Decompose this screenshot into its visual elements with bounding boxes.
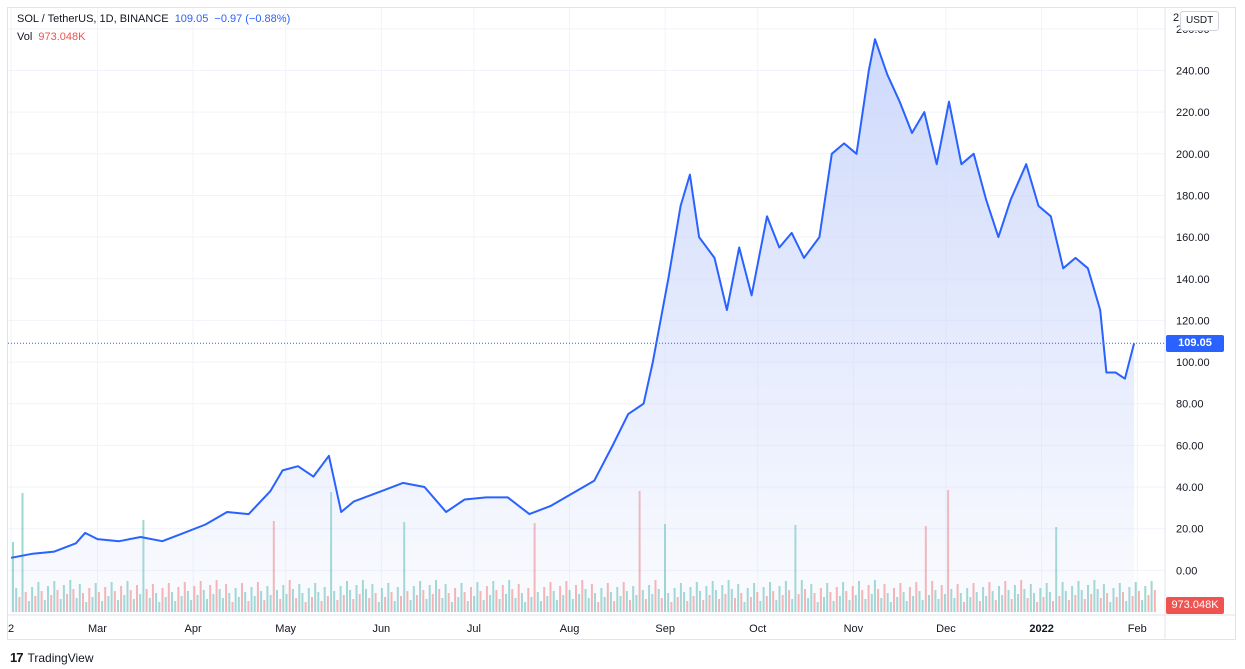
x-tick-label: Jul (467, 623, 481, 635)
volume-bar (1134, 582, 1137, 612)
y-tick-label: 160.00 (1176, 232, 1210, 244)
x-tick-label: Jun (372, 623, 390, 635)
y-tick-label: 240.00 (1176, 65, 1210, 77)
y-tick-label: 60.00 (1176, 440, 1204, 452)
price-area (11, 39, 1135, 612)
volume-legend[interactable]: Vol 973.048K (17, 31, 88, 43)
volume-bar (1147, 595, 1150, 612)
footer-brand[interactable]: 17 TradingView (10, 650, 94, 665)
volume-bar (1153, 590, 1156, 612)
x-tick-label: Apr (185, 623, 202, 635)
x-tick-label: May (275, 623, 296, 635)
symbol-title[interactable]: SOL / TetherUS, 1D, BINANCE (17, 13, 169, 25)
x-tick-label: Mar (88, 623, 107, 635)
brand-name: TradingView (27, 650, 94, 665)
volume-bar (1150, 581, 1153, 612)
price-area-fill (11, 39, 1135, 612)
volume-bar (1144, 586, 1147, 612)
volume-value: 973.048K (38, 31, 86, 43)
price-axis-top-label: 2 (1173, 12, 1180, 24)
x-tick-label: Oct (749, 623, 766, 635)
x-tick-label: Dec (936, 623, 956, 635)
time-axis[interactable]: 2 Mar Apr May Jun Jul Aug Sep Oct Nov Dec 2022 Feb (8, 614, 1236, 635)
volume-bar (1137, 591, 1140, 612)
y-tick-label: 120.00 (1176, 315, 1210, 327)
last-price-value: 109.05 (174, 13, 209, 25)
y-tick-label: 0.00 (1176, 565, 1197, 577)
tradingview-logo-icon: 17 (10, 650, 24, 665)
x-tick-label: Feb (1128, 623, 1147, 635)
price-change-value: −0.97 (−0.88%) (214, 13, 291, 25)
volume-label: Vol (17, 31, 33, 43)
x-tick-label: Aug (560, 623, 580, 635)
y-tick-label: 20.00 (1176, 524, 1204, 536)
volume-bar (1141, 600, 1144, 612)
symbol-legend[interactable]: SOL / TetherUS, 1D, BINANCE 109.05 −0.97… (17, 13, 293, 25)
volume-bar (21, 493, 24, 612)
x-tick-label: 2022 (1029, 623, 1053, 635)
price-axis[interactable]: 2 60.00 240.00 220.00 200.00 180.00 160.00 140.… (1164, 8, 1210, 640)
y-tick-label: 220.00 (1176, 107, 1210, 119)
y-tick-label: 100.00 (1176, 357, 1210, 369)
y-tick-label: 200.00 (1176, 149, 1210, 161)
volume-badge: 973.048K (1166, 597, 1224, 614)
price-line (10, 38, 1136, 559)
last-price-badge: 109.05 (1166, 335, 1224, 353)
x-tick-label: Nov (844, 623, 864, 635)
x-tick-label: Sep (655, 623, 675, 635)
y-tick-label: 80.00 (1176, 399, 1204, 411)
x-tick-label: 2 (8, 623, 14, 635)
y-tick-label: 180.00 (1176, 190, 1210, 202)
chart-frame (7, 7, 1236, 640)
price-series-line (10, 38, 1136, 559)
y-tick-label: 40.00 (1176, 482, 1204, 494)
y-tick-label: 140.00 (1176, 274, 1210, 286)
currency-button[interactable]: USDT (1180, 11, 1220, 31)
